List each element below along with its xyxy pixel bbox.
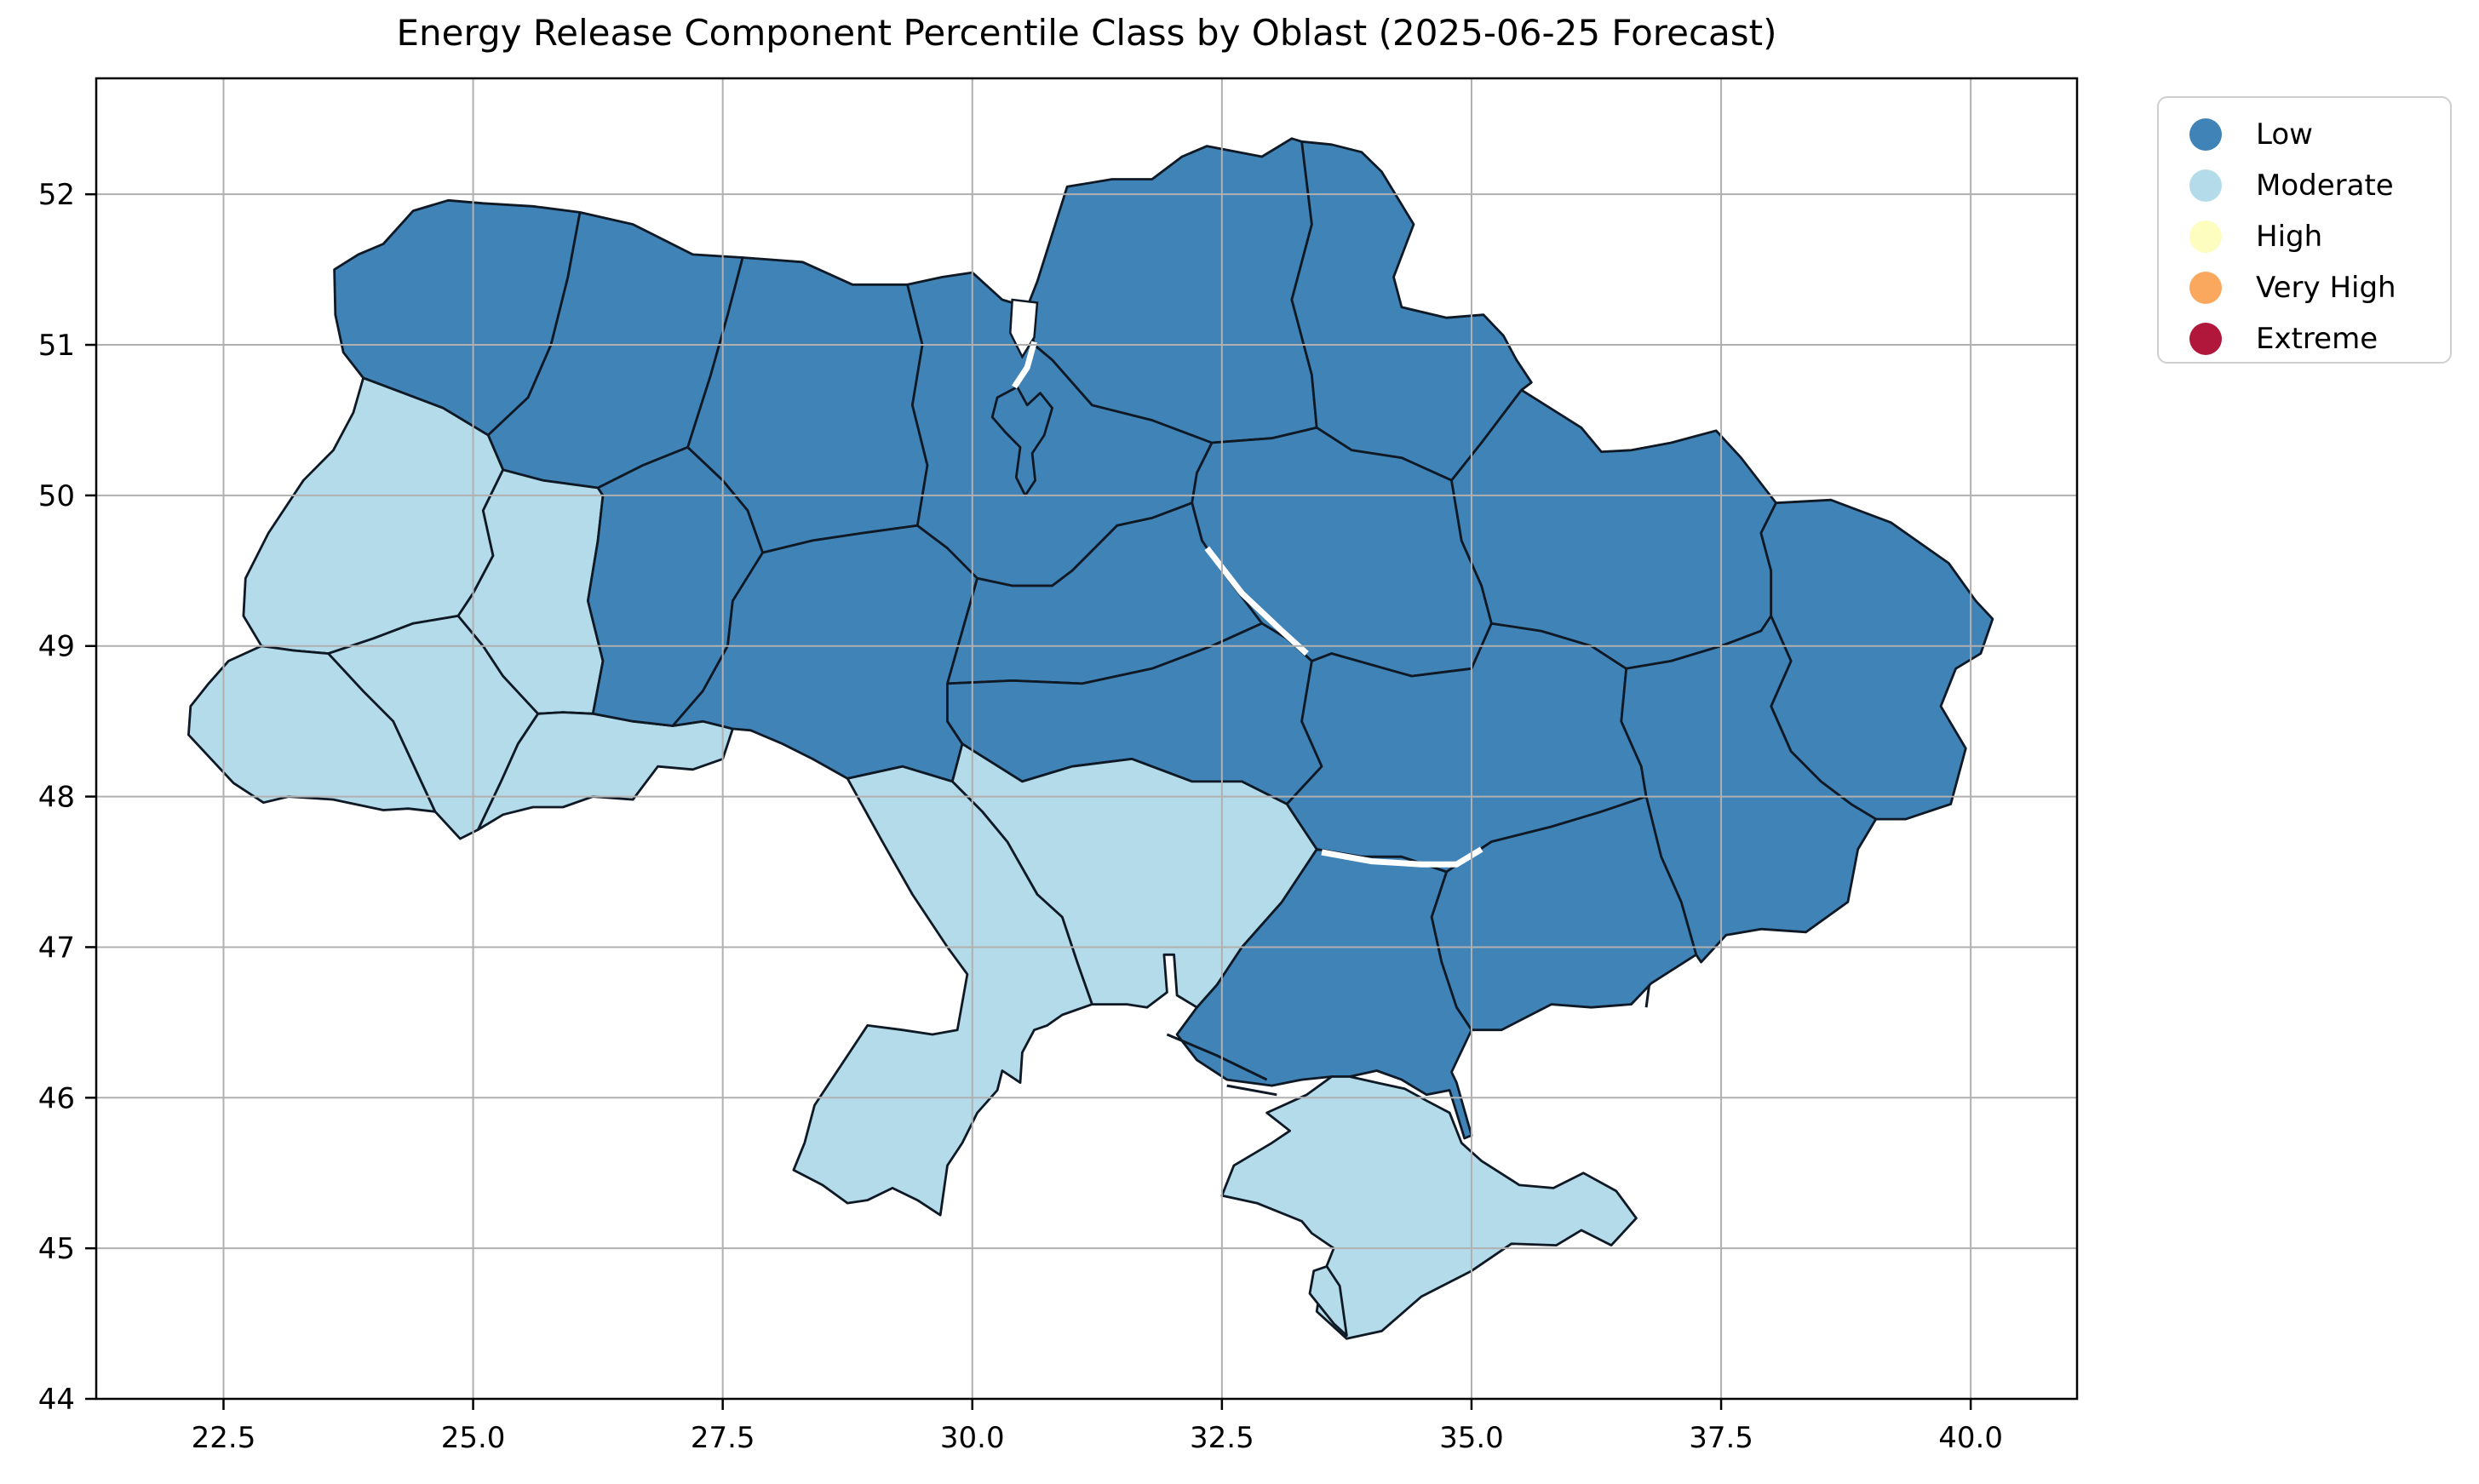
y-tick-label: 51 xyxy=(38,329,75,363)
x-tick-label: 37.5 xyxy=(1689,1421,1753,1455)
legend-marker-very-high xyxy=(2189,272,2222,304)
y-tick-label: 52 xyxy=(38,178,75,212)
map-region-sevastopol xyxy=(1308,1265,1348,1338)
x-tick-label: 32.5 xyxy=(1190,1421,1254,1455)
kyiv-reservoir xyxy=(1009,298,1039,359)
legend-item-high: High xyxy=(2159,211,2450,262)
legend-label: Low xyxy=(2256,117,2313,152)
x-tick-label: 25.0 xyxy=(441,1421,506,1455)
legend: Low Moderate High Very High Extreme xyxy=(2157,96,2452,364)
x-tick-label: 27.5 xyxy=(691,1421,755,1455)
legend-marker-moderate xyxy=(2189,169,2222,202)
legend-marker-high xyxy=(2189,221,2222,253)
y-tick-label: 49 xyxy=(38,630,75,664)
legend-label: Extreme xyxy=(2256,322,2379,356)
map-region-odesa xyxy=(792,765,1093,1217)
legend-item-moderate: Moderate xyxy=(2159,160,2450,211)
kakhovka-reservoir xyxy=(1321,846,1483,868)
legend-label: Moderate xyxy=(2256,169,2394,203)
legend-marker-low xyxy=(2189,118,2222,151)
legend-marker-extreme xyxy=(2189,323,2222,355)
y-tick-label: 50 xyxy=(38,479,75,513)
legend-label: High xyxy=(2256,220,2323,254)
x-tick-label: 22.5 xyxy=(192,1421,256,1455)
x-tick-label: 40.0 xyxy=(1938,1421,2003,1455)
map-region-crimea xyxy=(1220,1075,1638,1340)
legend-item-low: Low xyxy=(2159,109,2450,160)
map-region-kherson xyxy=(1175,848,1473,1140)
x-tick-label: 30.0 xyxy=(940,1421,1005,1455)
y-tick-label: 45 xyxy=(38,1232,75,1266)
legend-item-extreme: Extreme xyxy=(2159,313,2450,364)
x-tick-label: 35.0 xyxy=(1439,1421,1504,1455)
legend-item-very-high: Very High xyxy=(2159,262,2450,313)
plot-title: Energy Release Component Percentile Clas… xyxy=(396,12,1777,54)
y-tick-label: 47 xyxy=(38,931,75,965)
y-tick-label: 46 xyxy=(38,1081,75,1115)
kremenchuk-reservoir xyxy=(1204,546,1309,656)
legend-label: Very High xyxy=(2256,271,2396,305)
y-tick-label: 44 xyxy=(38,1383,75,1417)
dnieper-channel xyxy=(1012,341,1037,389)
axes-frame xyxy=(95,77,2079,1401)
dzharylhach-spit xyxy=(1226,1084,1277,1097)
berdyansk-spit xyxy=(1644,984,1651,1008)
map-region-kyiv-city xyxy=(990,386,1053,497)
y-tick-label: 48 xyxy=(38,781,75,815)
tendra-spit xyxy=(1166,1033,1268,1081)
